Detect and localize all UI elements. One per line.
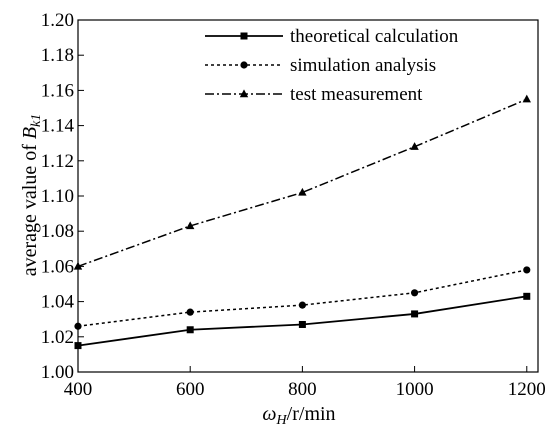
data-point: [74, 342, 82, 350]
y-tick-label: 1.02: [41, 327, 74, 348]
legend-item-0: theoretical calculation: [205, 26, 459, 47]
x-axis: 400 600 800 1000 1200: [64, 366, 546, 400]
series-line-1: [77, 269, 527, 327]
data-point: [523, 266, 531, 274]
series-line-2: [77, 98, 528, 268]
data-point: [73, 261, 83, 270]
legend-item-2: test measurement: [205, 84, 423, 105]
y-tick-label: 1.12: [41, 151, 74, 172]
legend-marker: [240, 32, 248, 40]
data-point: [298, 301, 306, 309]
data-point: [298, 187, 307, 196]
data-point: [186, 326, 194, 334]
x-axis-title-symbol: ω: [262, 403, 276, 425]
data-point: [522, 94, 531, 103]
y-tick-label: 1.10: [41, 186, 74, 207]
series-2: [73, 94, 531, 270]
x-tick-label: 600: [176, 379, 205, 400]
data-point: [74, 322, 82, 330]
y-tick-label: 1.18: [41, 45, 74, 66]
legend-label: simulation analysis: [290, 55, 436, 76]
legend-label: test measurement: [290, 84, 423, 105]
series-0: [74, 292, 531, 350]
legend-marker: [239, 89, 249, 98]
x-tick-label: 1000: [396, 379, 434, 400]
x-axis-title: ωH/r/min: [262, 403, 335, 428]
legend: theoretical calculation simulation analys…: [205, 26, 459, 105]
x-tick-label: 1200: [508, 379, 546, 400]
y-tick-label: 1.14: [41, 116, 75, 137]
legend-item-1: simulation analysis: [205, 55, 436, 76]
data-point: [410, 289, 419, 297]
data-point: [410, 142, 419, 150]
data-point: [186, 308, 194, 316]
y-axis-title-subscript: k1: [29, 114, 44, 127]
y-axis-title-symbol: B: [19, 127, 41, 139]
y-axis-title: average value of Bk1: [19, 114, 44, 277]
y-axis: 1.00 1.02 1.04 1.06 1.08 1.10 1.12 1.14 1.16 1.18…: [41, 10, 84, 383]
y-tick-label: 1.00: [41, 362, 74, 383]
x-tick-label: 800: [288, 379, 317, 400]
x-axis-title-subscript: H: [276, 413, 288, 428]
y-axis-title-text: average value of: [19, 139, 41, 276]
y-tick-label: 1.08: [41, 221, 74, 242]
y-tick-label: 1.04: [41, 292, 75, 313]
data-point: [185, 221, 195, 230]
legend-label: theoretical calculation: [290, 26, 459, 47]
series-layer: [73, 94, 531, 350]
y-tick-label: 1.20: [41, 10, 74, 31]
data-point: [523, 292, 531, 300]
y-tick-label: 1.06: [41, 256, 74, 277]
series-1: [74, 266, 531, 330]
legend-marker: [240, 61, 248, 69]
x-axis-title-unit: /r/min: [287, 403, 336, 425]
x-tick-label: 400: [64, 379, 93, 400]
data-point: [298, 320, 306, 328]
y-tick-label: 1.16: [41, 80, 74, 101]
data-point: [411, 310, 419, 318]
